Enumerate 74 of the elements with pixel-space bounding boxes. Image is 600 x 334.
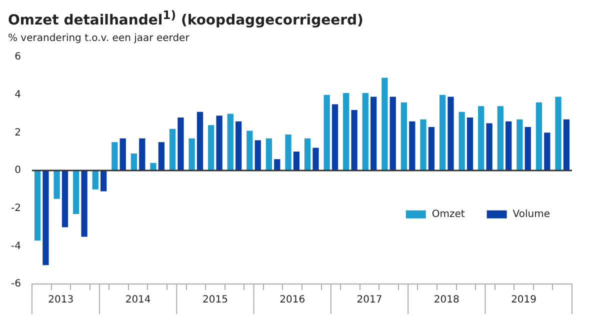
bar: [382, 77, 388, 170]
x-tick-label: 2014: [125, 294, 151, 306]
bar: [73, 170, 80, 214]
bar: [216, 115, 222, 170]
bar: [34, 170, 41, 240]
y-tick-label: 6: [14, 51, 21, 62]
y-tick-label: -6: [10, 278, 21, 290]
bar: [390, 96, 396, 170]
y-tick-label: -4: [10, 240, 21, 252]
bar: [81, 170, 88, 236]
chart-title: Omzet detailhandel$^{1)}$ (koopdaggecorrigeerd): [8, 8, 364, 29]
bar: [439, 94, 446, 170]
bar: [516, 119, 523, 170]
bar: [112, 142, 118, 170]
bar: [524, 126, 531, 170]
bar: [42, 170, 49, 265]
bar: [139, 138, 146, 170]
bar: [158, 142, 165, 170]
y-tick-label: 4: [14, 89, 21, 100]
bar: [486, 122, 492, 170]
bar: [332, 104, 338, 170]
bar: [178, 117, 184, 170]
bar: [497, 106, 504, 170]
bar: [324, 94, 330, 170]
bar: [169, 128, 176, 170]
bar: [555, 96, 562, 170]
bar: [92, 170, 98, 190]
bar: [188, 138, 195, 170]
x-tick-label: 2013: [48, 294, 74, 306]
bar: [62, 170, 68, 227]
bar: [246, 130, 253, 170]
x-tick-label: 2015: [202, 294, 228, 306]
bar: [343, 92, 350, 170]
bar: [208, 124, 214, 170]
bar: [304, 138, 311, 170]
bar: [506, 120, 512, 170]
legend-label: Volume: [512, 208, 550, 220]
x-tick-label: 2016: [280, 294, 306, 306]
bar: [536, 102, 542, 170]
bar: [130, 153, 138, 170]
bar: [428, 126, 435, 170]
bar: [420, 119, 426, 170]
bar: [312, 147, 319, 170]
y-tick-label: 2: [14, 126, 21, 138]
bar: [120, 138, 126, 170]
bar: [409, 120, 416, 170]
bar: [544, 132, 550, 170]
y-tick-label: 0: [14, 164, 21, 176]
bar: [254, 140, 261, 170]
bar: [293, 151, 300, 170]
bar: [100, 170, 107, 191]
bar: [400, 102, 408, 170]
bar: [196, 112, 204, 170]
bar: [54, 170, 60, 199]
x-tick-label: 2017: [356, 294, 382, 306]
bar: [285, 134, 292, 170]
chart-subtitle: % verandering t.o.v. een jaar eerder: [8, 32, 190, 44]
x-tick-label: 2018: [434, 294, 460, 306]
legend-label: Omzet: [432, 208, 465, 220]
x-tick-label: 2019: [511, 294, 537, 306]
bar: [227, 113, 234, 170]
bar: [266, 138, 272, 170]
bar: [478, 106, 484, 170]
bar: [274, 158, 280, 170]
bar: [362, 92, 368, 170]
bar: [351, 110, 358, 170]
bar: [370, 96, 377, 170]
y-tick-label: -2: [10, 202, 21, 214]
bar: [563, 119, 570, 170]
bar: [150, 162, 156, 170]
bar: [448, 96, 454, 170]
bar: [458, 112, 465, 170]
bar: [236, 120, 242, 170]
bar: [466, 117, 474, 170]
